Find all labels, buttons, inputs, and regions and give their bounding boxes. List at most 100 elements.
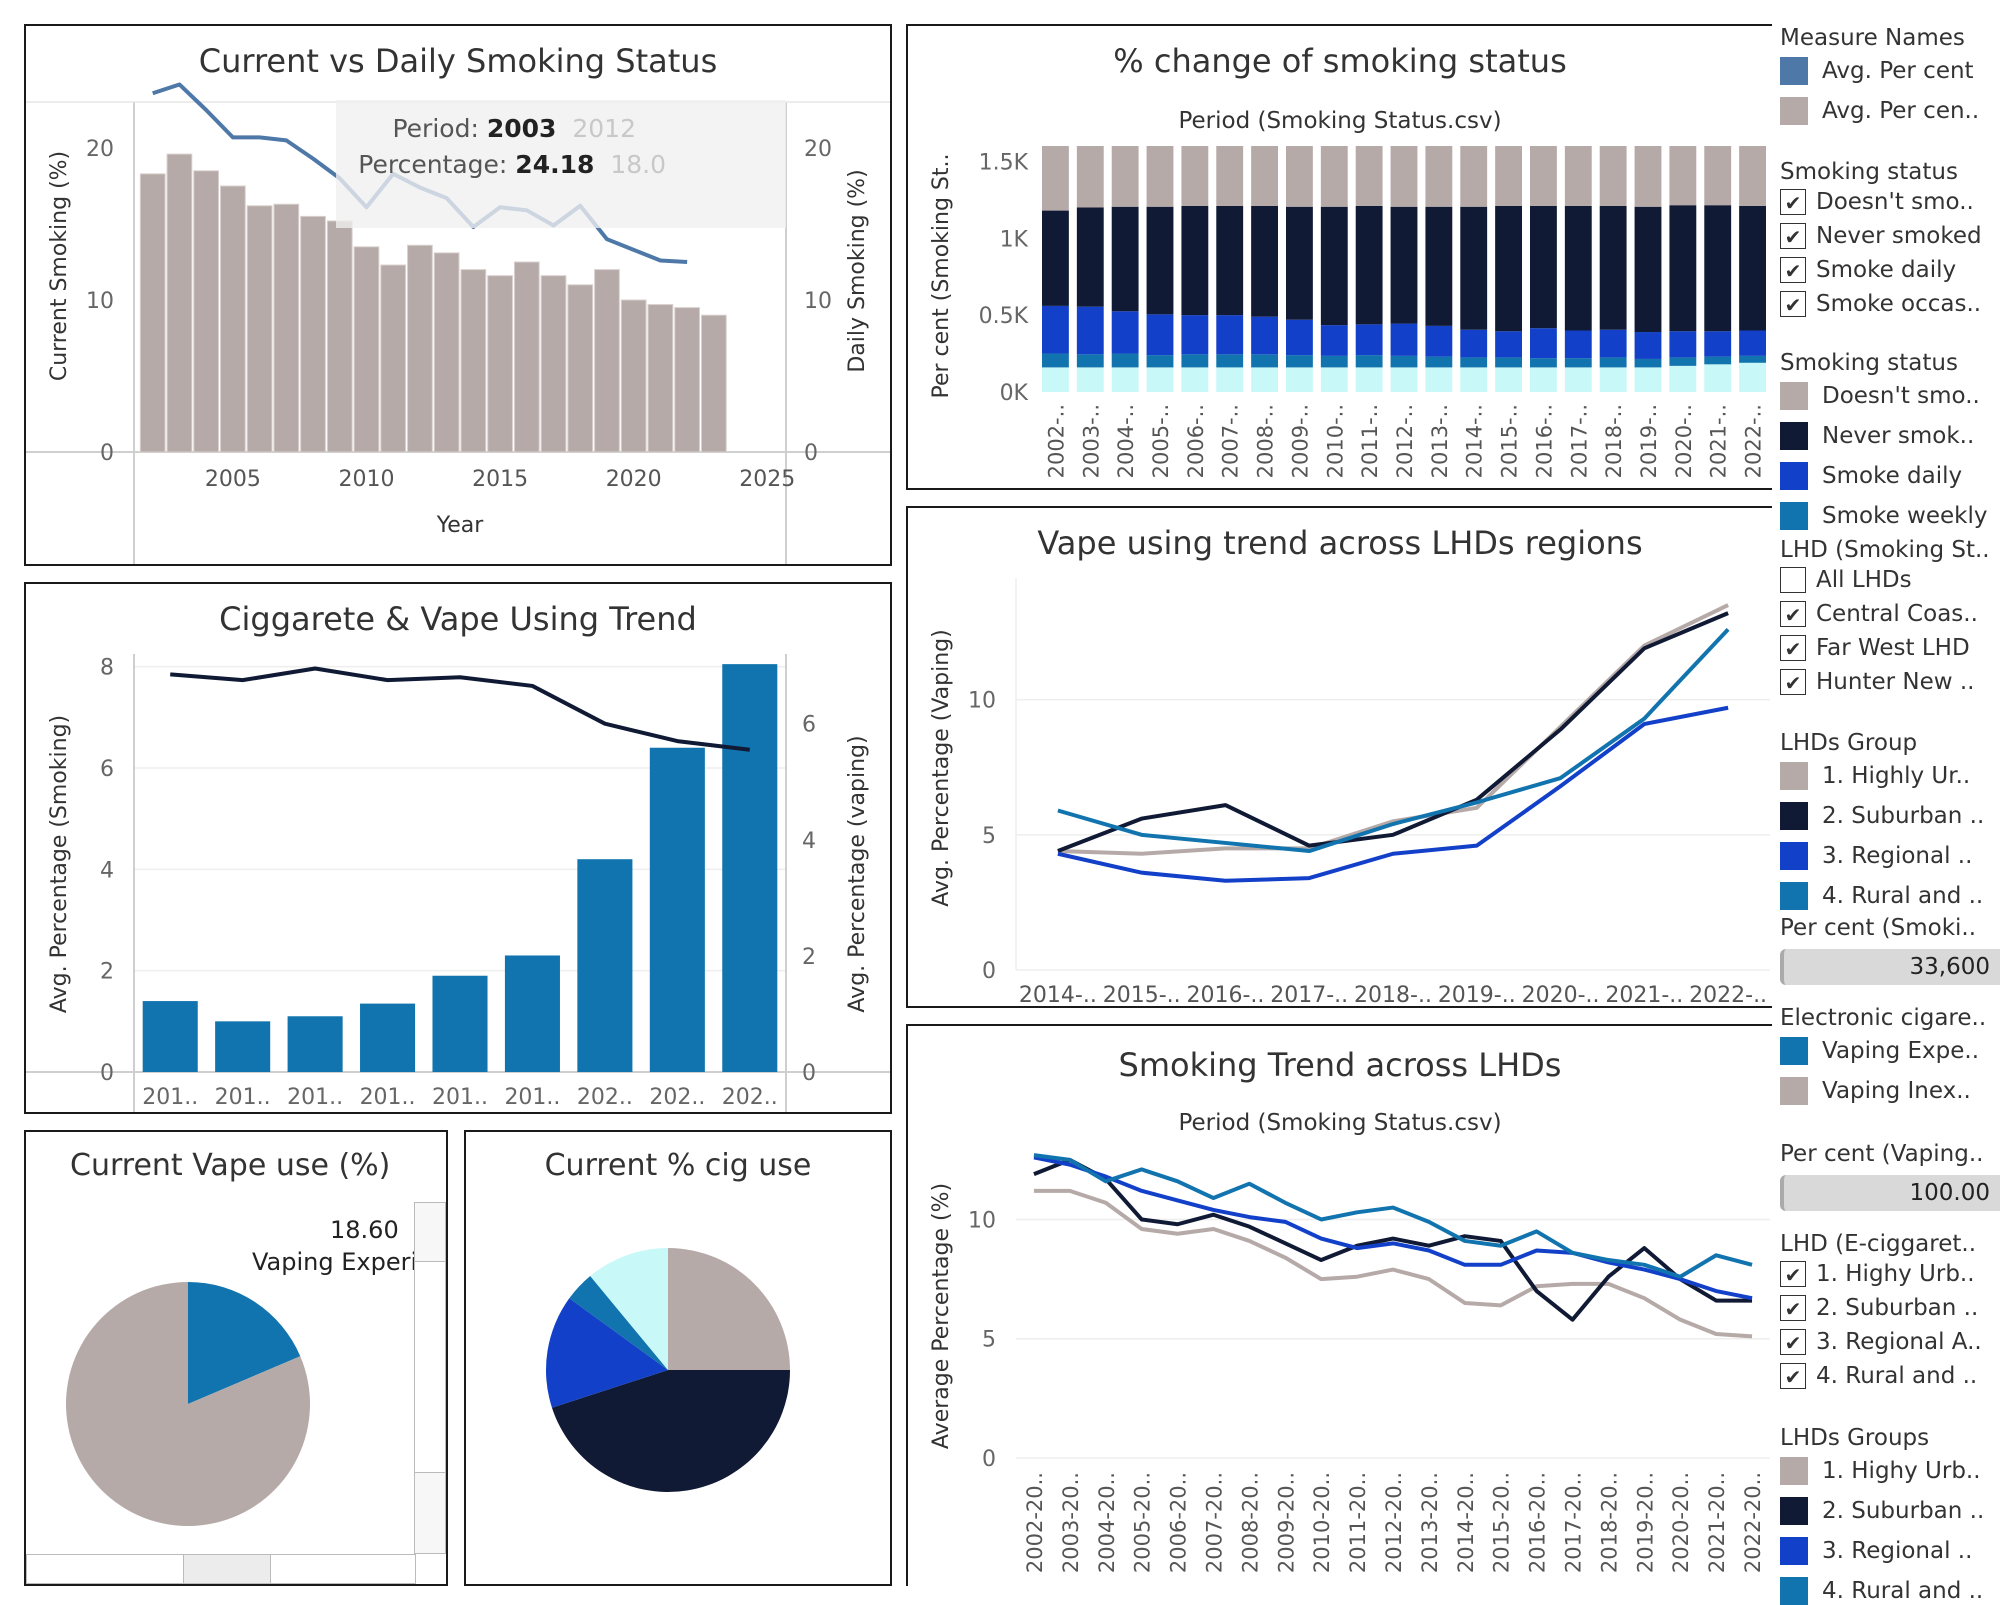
- filter-checkbox-item[interactable]: ✔ Central Coas..: [1780, 597, 2000, 631]
- y-tick-label: 2: [100, 960, 114, 985]
- x-tick-label: 201..: [504, 1085, 560, 1110]
- checkbox[interactable]: ✔: [1780, 601, 1806, 627]
- stacked-bar-segment: [1355, 367, 1383, 392]
- chart-cig-vape-trend[interactable]: 201.. 201.. 201.. 201.. 201.. 201.. 202.. 202..…: [26, 584, 892, 1114]
- x-tick-label: 2017-..: [1567, 404, 1591, 478]
- stacked-bar-segment: [1042, 146, 1069, 211]
- stacked-bar-segment: [1146, 206, 1174, 315]
- x-tick-label: 2010: [338, 467, 394, 492]
- legend-item[interactable]: 2. Suburban ..: [1780, 1491, 2000, 1531]
- bar: [647, 304, 674, 453]
- bar: [380, 264, 407, 453]
- legend-label: 3. Regional ..: [1822, 1538, 1973, 1564]
- stacked-bar-segment: [1704, 331, 1732, 357]
- filter-label: Central Coas..: [1816, 601, 1978, 627]
- checkbox[interactable]: ✔: [1780, 291, 1806, 317]
- legend-item[interactable]: 3. Regional ..: [1780, 836, 2000, 876]
- scrollbar-thumb[interactable]: [415, 1261, 445, 1473]
- stacked-bar-segment: [1355, 205, 1383, 325]
- filter-checkbox-item[interactable]: ✔ Far West LHD: [1780, 631, 2000, 665]
- stacked-bar-segment: [1146, 355, 1174, 368]
- vertical-scrollbar[interactable]: [414, 1202, 446, 1554]
- filter-checkbox-item[interactable]: ✔ Smoke occas..: [1780, 287, 2000, 321]
- checkbox[interactable]: ✔: [1780, 257, 1806, 283]
- stacked-bar-segment: [1704, 364, 1732, 392]
- filter-checkbox-item[interactable]: ✔ 3. Regional A..: [1780, 1325, 2000, 1359]
- stacked-bar-segment: [1599, 367, 1627, 392]
- checkbox[interactable]: ✔: [1780, 189, 1806, 215]
- legend-item[interactable]: Avg. Per cent: [1780, 51, 2000, 91]
- stacked-bar-segment: [1251, 205, 1278, 317]
- scrollbar-thumb[interactable]: [183, 1555, 271, 1583]
- stacked-bar-segment: [1076, 207, 1104, 307]
- y-tick-label: 6: [100, 757, 114, 782]
- checkbox[interactable]: ✔: [1780, 223, 1806, 249]
- legend-item[interactable]: Never smok..: [1780, 416, 2000, 456]
- legend-item[interactable]: Vaping Inex..: [1780, 1071, 2000, 1111]
- filter-checkbox-item[interactable]: ✔ 2. Suburban ..: [1780, 1291, 2000, 1325]
- filter-checkbox-item[interactable]: ✔ 1. Highy Urb..: [1780, 1257, 2000, 1291]
- legend-item[interactable]: Avg. Per cen..: [1780, 91, 2000, 131]
- legend-item[interactable]: 4. Rural and ..: [1780, 876, 2000, 916]
- legend-swatch: [1780, 882, 1808, 910]
- legend-item[interactable]: 3. Regional ..: [1780, 1531, 2000, 1571]
- stacked-bar-segment: [1216, 367, 1244, 392]
- x-tick-label: 2010-20..: [1310, 1472, 1334, 1573]
- filter-checkbox-item[interactable]: ✔ 4. Rural and ..: [1780, 1359, 2000, 1393]
- range-slider[interactable]: 33,600: [1780, 949, 2000, 985]
- x-tick-label: 202..: [649, 1085, 705, 1110]
- checkbox[interactable]: ✔: [1780, 1295, 1806, 1321]
- checkbox[interactable]: ✔: [1780, 1261, 1806, 1287]
- filter-checkbox-item[interactable]: ✔ Never smoked: [1780, 219, 2000, 253]
- checkbox[interactable]: [1780, 567, 1806, 593]
- chart-pct-change[interactable]: 2002-.. 2003-.. 2004-.. 2005-.. 2006-.. 2007-…: [908, 26, 1772, 490]
- chart-cig-pie[interactable]: [466, 1132, 892, 1586]
- legend-item[interactable]: 1. Highly Ur..: [1780, 756, 2000, 796]
- filter-label: 3. Regional A..: [1816, 1329, 1982, 1355]
- checkbox[interactable]: ✔: [1780, 635, 1806, 661]
- legend-label: Never smok..: [1822, 423, 1975, 449]
- x-tick-label: 2022-20..: [1741, 1472, 1765, 1573]
- stacked-bar-segment: [1042, 305, 1069, 354]
- legend-item[interactable]: 2. Suburban ..: [1780, 796, 2000, 836]
- legend-item[interactable]: Smoke daily: [1780, 456, 2000, 496]
- chart-smoking-lhd[interactable]: 2002-20.. 2003-20.. 2004-20.. 2005-20.. 2006…: [908, 1026, 1772, 1586]
- stacked-bar-segment: [1355, 146, 1383, 206]
- line-series: [1033, 1157, 1753, 1322]
- tooltip-period-label: Period:: [392, 114, 479, 143]
- x-tick-label: 2002-..: [1044, 404, 1068, 478]
- filter-checkbox-item[interactable]: ✔ Doesn't smo..: [1780, 185, 2000, 219]
- stacked-bar-segment: [1181, 315, 1209, 355]
- filter-checkbox-item[interactable]: ✔ Hunter New ..: [1780, 665, 2000, 699]
- chart-vape-lhd[interactable]: 2014-.. 2015-.. 2016-.. 2017-.. 2018-.. 2019-…: [908, 508, 1772, 1008]
- line-series: [1033, 1188, 1753, 1339]
- filter-checkbox-item[interactable]: ✔ Smoke daily: [1780, 253, 2000, 287]
- range-slider[interactable]: 100.00: [1780, 1175, 2000, 1211]
- stacked-bar-segment: [1042, 367, 1069, 392]
- stacked-bar-segment: [1286, 146, 1313, 207]
- bar: [139, 173, 166, 453]
- panel-smoking-lhd: Smoking Trend across LHDs Period (Smokin…: [906, 1024, 1772, 1586]
- legend-item[interactable]: Smoke weekly: [1780, 496, 2000, 536]
- legend-item[interactable]: Vaping Expe..: [1780, 1031, 2000, 1071]
- stacked-bar-segment: [1495, 331, 1522, 358]
- checkbox[interactable]: ✔: [1780, 669, 1806, 695]
- stacked-bar-segment: [1251, 354, 1278, 368]
- legend-label: 1. Highy Urb..: [1822, 1458, 1981, 1484]
- checkbox[interactable]: ✔: [1780, 1329, 1806, 1355]
- x-tick-label: 2015: [472, 467, 528, 492]
- legend-item[interactable]: 1. Highy Urb..: [1780, 1451, 2000, 1491]
- stacked-bar-segment: [1146, 314, 1174, 356]
- horizontal-scrollbar[interactable]: [26, 1554, 416, 1584]
- stacked-bar-segment: [1669, 365, 1697, 392]
- stacked-bar-segment: [1495, 357, 1522, 368]
- filter-checkbox-item[interactable]: All LHDs: [1780, 563, 2000, 597]
- y-tick-label-right: 2: [802, 945, 816, 970]
- x-tick-label: 201..: [215, 1085, 271, 1110]
- stacked-bar-segment: [1076, 354, 1104, 368]
- legend-item[interactable]: Doesn't smo..: [1780, 376, 2000, 416]
- stacked-bar-segment: [1286, 367, 1313, 392]
- chart-vape-pie[interactable]: [26, 1132, 448, 1586]
- checkbox[interactable]: ✔: [1780, 1363, 1806, 1389]
